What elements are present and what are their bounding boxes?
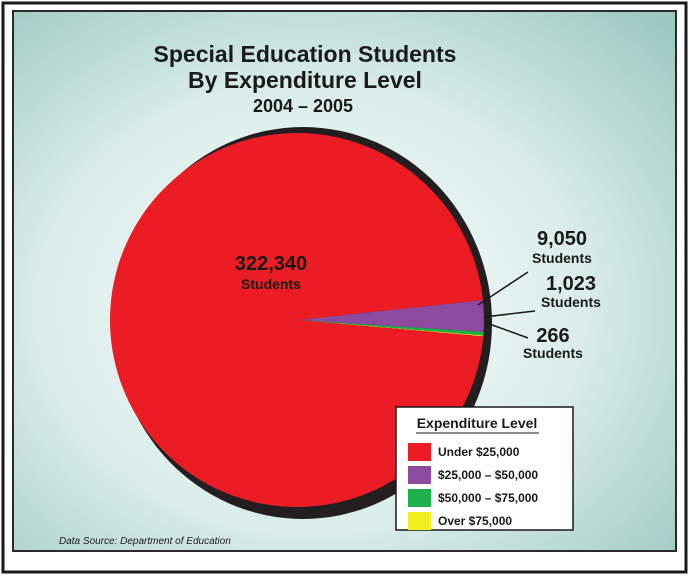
chart-subtitle: 2004 – 2005 [253, 96, 353, 116]
legend: Expenditure Level Under $25,000 $25,000 –… [395, 406, 574, 531]
legend-label-under-25-000: Under $25,000 [438, 445, 520, 459]
leader-line-over-75000 [483, 321, 529, 339]
slice-unit-over-75000: Students [523, 345, 583, 361]
slice-value-50000-75000: 1,023 [546, 273, 596, 295]
pie-slice-50-000-75-000 [297, 320, 484, 336]
pie-slices [110, 133, 484, 508]
pie-slice-over-75-000 [297, 320, 484, 337]
chart-title-line1: Special Education Students [154, 41, 457, 67]
leader-line-25000-50000 [477, 271, 529, 306]
slice-unit-25000-50000: Students [532, 250, 592, 266]
slice-value-25000-50000: 9,050 [537, 228, 587, 250]
legend-swatch-under-25-000 [408, 443, 431, 461]
legend-items: Under $25,000 $25,000 – $50,000 $50,000 – … [408, 443, 538, 530]
legend-swatch-over-75-000 [408, 512, 431, 530]
legend-label-over-75-000: Over $75,000 [438, 514, 512, 528]
legend-swatch-50-000-75-000 [408, 489, 431, 507]
slice-unit-under-25000: Students [241, 276, 301, 292]
leader-line-50000-75000 [483, 310, 536, 318]
pie-slice-under-25-000 [110, 133, 484, 508]
slice-value-under-25000: 322,340 [235, 253, 307, 275]
pie-slice-25-000-50-000 [297, 299, 484, 332]
legend-title: Expenditure Level [417, 415, 538, 431]
chart-title-line2: By Expenditure Level [188, 67, 422, 93]
legend-swatch-25-000-50-000 [408, 466, 431, 484]
legend-label-25-000-50-000: $25,000 – $50,000 [438, 468, 538, 482]
slice-unit-50000-75000: Students [541, 294, 601, 310]
legend-label-50-000-75-000: $50,000 – $75,000 [438, 491, 538, 505]
slice-value-over-75000: 266 [536, 325, 569, 347]
source-note: Data Source: Department of Education [59, 536, 231, 547]
legend-box [395, 406, 574, 531]
